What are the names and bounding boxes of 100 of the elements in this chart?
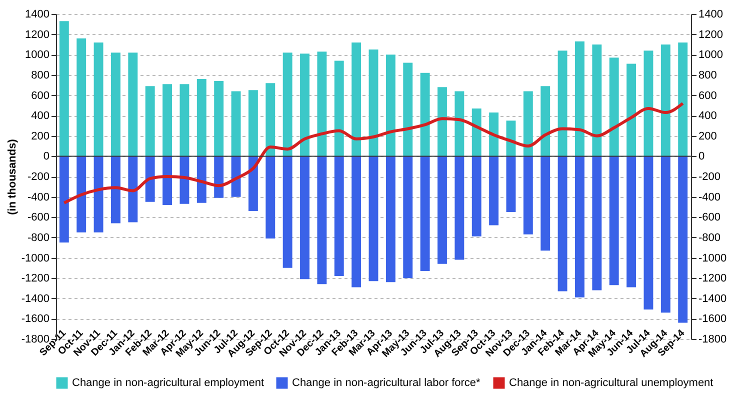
- y-tick-label: 1000: [25, 49, 50, 62]
- y-tick-label: 1400: [25, 8, 50, 20]
- bar: [282, 156, 292, 268]
- bar: [420, 72, 430, 156]
- bar: [386, 156, 396, 282]
- bar: [334, 156, 344, 276]
- y2-tick-label: 1200: [698, 28, 723, 41]
- bar: [162, 84, 172, 156]
- y-axis-title: (in thousands): [6, 138, 18, 215]
- bar: [59, 21, 69, 156]
- bar: [489, 156, 499, 226]
- bar: [214, 156, 224, 198]
- bar: [196, 156, 206, 203]
- y-tick-label: 400: [31, 110, 50, 122]
- bar: [678, 42, 688, 156]
- bar: [403, 62, 413, 156]
- y2-tick-label: 0: [698, 150, 705, 163]
- bar: [317, 156, 327, 284]
- bar: [678, 156, 688, 323]
- bar: [266, 156, 276, 238]
- bar: [558, 50, 568, 156]
- bar: [300, 156, 310, 280]
- bar: [609, 156, 619, 286]
- bar: [660, 44, 670, 156]
- bar: [454, 91, 464, 156]
- bar: [558, 156, 568, 292]
- bar: [214, 81, 224, 156]
- bar: [472, 108, 482, 156]
- y2-tick-label: -600: [698, 212, 721, 224]
- y-tick-label: -400: [27, 191, 50, 204]
- bar: [180, 156, 190, 204]
- bar: [523, 91, 533, 156]
- bar: [438, 87, 447, 156]
- bar: [352, 42, 362, 156]
- bar: [592, 44, 602, 156]
- bar: [368, 156, 378, 282]
- bar: [248, 90, 258, 156]
- y2-tick-label: 400: [698, 110, 717, 122]
- bar: [506, 156, 516, 212]
- bar: [76, 38, 86, 156]
- bar: [145, 86, 155, 156]
- y2-tick-label: -1200: [698, 272, 727, 285]
- bar: [523, 156, 533, 234]
- y-tick-label: -200: [27, 171, 50, 183]
- y-tick-label: 200: [31, 130, 50, 142]
- bar: [540, 86, 550, 156]
- bar: [162, 156, 172, 205]
- bar: [128, 52, 138, 156]
- y-tick-label: 1200: [25, 28, 50, 41]
- bar: [540, 156, 550, 251]
- bar: [368, 50, 378, 156]
- bar: [438, 156, 447, 264]
- y-tick-label: -1600: [21, 313, 50, 326]
- bar: [626, 156, 636, 288]
- bar: [282, 52, 292, 156]
- y-tick-label: 800: [31, 69, 50, 82]
- y2-tick-label: -1600: [698, 313, 727, 326]
- bar: [94, 42, 104, 156]
- y-tick-label: -1400: [21, 292, 50, 305]
- bar: [644, 50, 654, 156]
- y2-tick-label: -1000: [698, 252, 727, 264]
- y2-tick-label: -800: [698, 232, 721, 244]
- bar: [110, 156, 120, 224]
- bar: [609, 58, 619, 156]
- y-tick-label: -600: [27, 212, 50, 224]
- y2-tick-label: 600: [698, 90, 717, 102]
- y2-tick-label: 1400: [698, 8, 723, 20]
- bar: [660, 156, 670, 313]
- bar: [196, 79, 206, 156]
- bar: [592, 156, 602, 290]
- bar: [386, 54, 396, 156]
- bar: [352, 156, 362, 288]
- y2-tick-label: -1800: [698, 334, 727, 346]
- bar: [472, 156, 482, 236]
- y2-tick-label: 1000: [698, 49, 723, 62]
- legend-label: Change in non-agricultural employment: [72, 377, 264, 389]
- y-tick-label: -1000: [21, 252, 50, 264]
- bar: [403, 156, 413, 278]
- bar: [489, 112, 499, 156]
- legend-label: Change in non-agricultural unemployment: [509, 377, 714, 389]
- bar: [575, 156, 584, 298]
- y-tick-label: 600: [31, 90, 50, 102]
- bar: [300, 54, 310, 156]
- bar: [128, 156, 138, 222]
- y2-tick-label: -200: [698, 171, 721, 183]
- bar: [334, 60, 344, 156]
- y2-tick-label: -1400: [698, 292, 727, 305]
- y-tick-label: -800: [27, 232, 50, 244]
- line-series: [62, 102, 684, 204]
- bar: [266, 83, 276, 156]
- bar: [420, 156, 430, 271]
- y-tick-label: -1200: [21, 272, 50, 285]
- y2-tick-label: 800: [698, 69, 717, 82]
- bar: [59, 156, 69, 243]
- bar: [180, 84, 190, 156]
- bar: [76, 156, 86, 232]
- bar: [644, 156, 654, 310]
- y2-tick-label: 200: [698, 130, 717, 142]
- bar: [110, 52, 120, 156]
- y2-tick-label: -400: [698, 191, 721, 204]
